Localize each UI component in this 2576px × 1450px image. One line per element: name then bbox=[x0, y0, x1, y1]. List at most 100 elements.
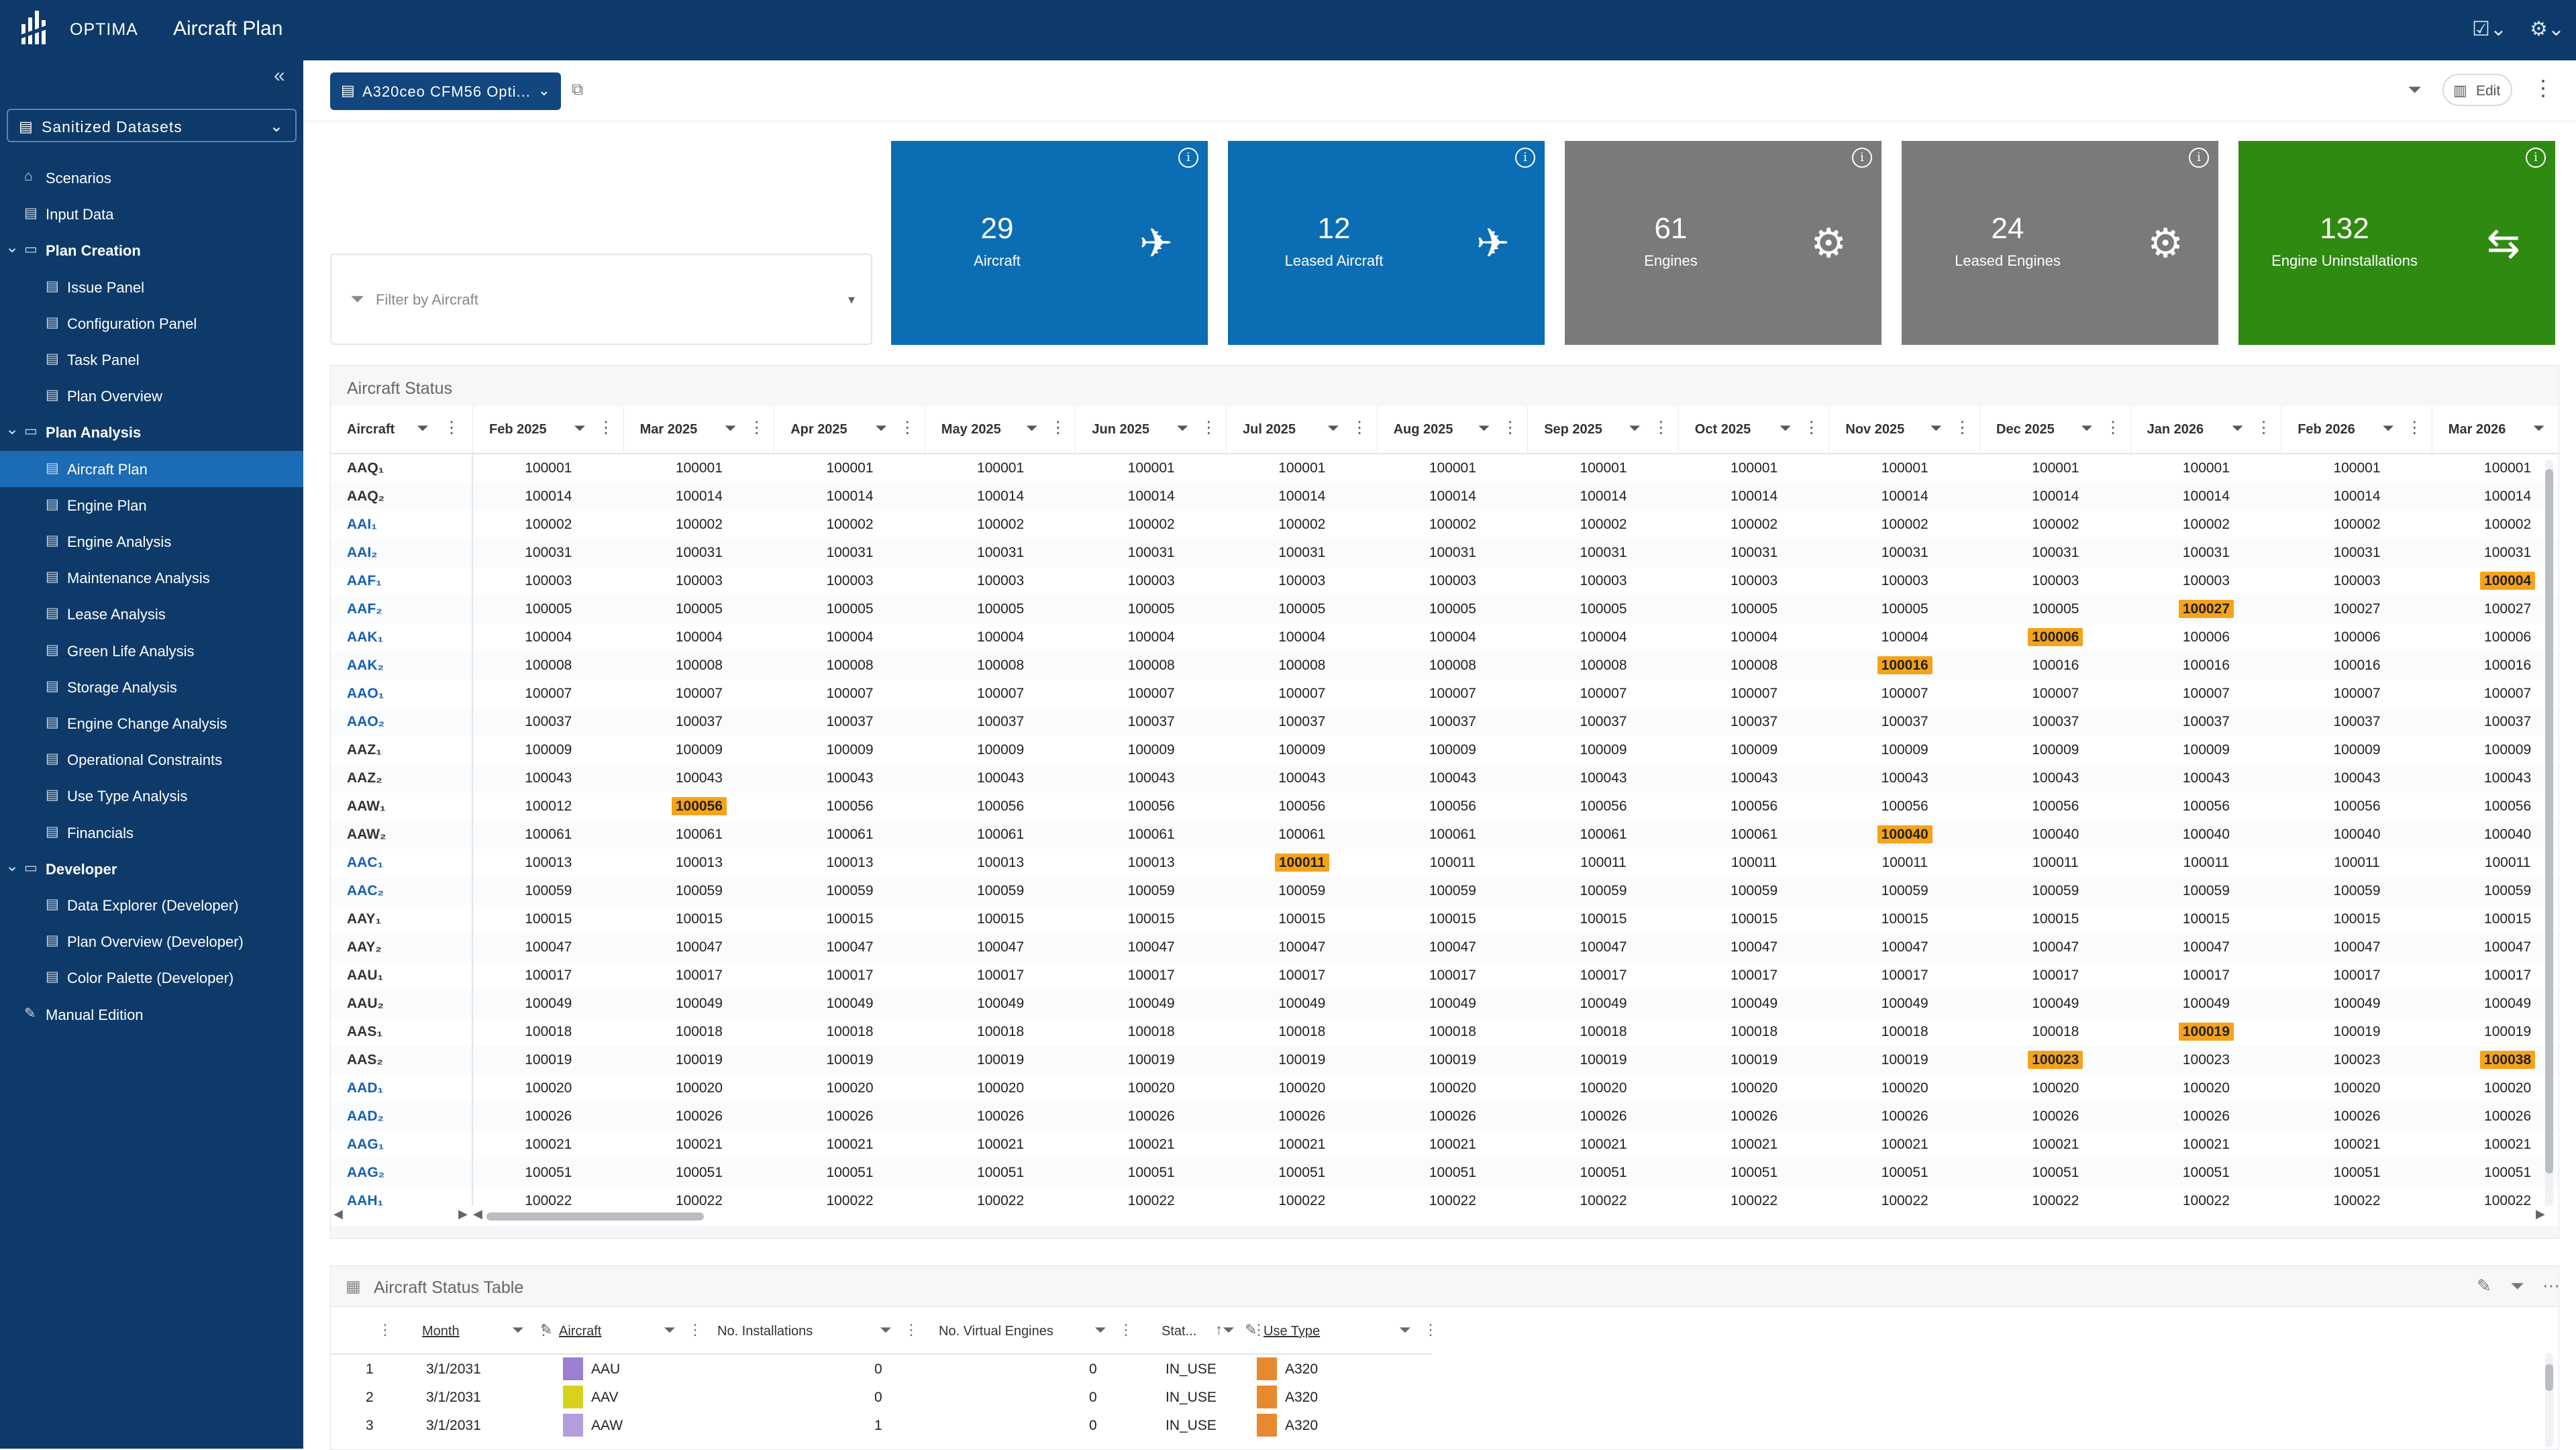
sidebar-item-plan-analysis[interactable]: ⌄ ▭ Plan Analysis bbox=[0, 414, 303, 450]
engine-cell[interactable]: 100056 bbox=[624, 792, 775, 821]
engine-cell[interactable]: 100061 bbox=[473, 821, 624, 849]
column-header-no-installations[interactable]: No. Installations bbox=[717, 1324, 813, 1339]
aircraft-cell[interactable]: AAK₁ bbox=[331, 623, 473, 652]
engine-cell[interactable]: 100002 bbox=[1679, 511, 1830, 539]
column-menu-icon[interactable]: ⋮ bbox=[1251, 1321, 1266, 1338]
engine-cell[interactable]: 100021 bbox=[1829, 1131, 1980, 1159]
engine-cell[interactable]: 100019 bbox=[1076, 1046, 1227, 1074]
filter-icon[interactable]: ⏷ bbox=[2081, 419, 2093, 436]
sidebar-item-green-life-analysis[interactable]: ▤ Green Life Analysis bbox=[0, 633, 303, 669]
column-header-month[interactable]: Sep 2025 ⏷ ⋮ bbox=[1528, 406, 1679, 453]
engine-cell[interactable]: 100047 bbox=[624, 933, 775, 962]
engine-cell[interactable]: 100011 bbox=[1980, 849, 2131, 877]
engine-cell[interactable]: 100020 bbox=[1528, 1074, 1679, 1102]
engine-cell[interactable]: 100005 bbox=[774, 595, 925, 623]
engine-cell[interactable]: 100031 bbox=[2281, 539, 2432, 567]
engine-cell[interactable]: 100059 bbox=[2432, 877, 2559, 905]
engine-cell[interactable]: 100014 bbox=[1378, 482, 1529, 511]
engine-cell[interactable]: 100007 bbox=[1076, 680, 1227, 708]
column-header-month[interactable]: Jun 2025 ⏷ ⋮ bbox=[1076, 406, 1227, 453]
engine-cell[interactable]: 100003 bbox=[473, 567, 624, 595]
filter-icon[interactable]: ⏷ bbox=[1930, 419, 1942, 436]
info-icon[interactable]: i bbox=[2189, 148, 2209, 168]
engine-cell[interactable]: 100007 bbox=[1829, 680, 1980, 708]
engine-cell[interactable]: 100061 bbox=[1679, 821, 1830, 849]
engine-cell[interactable]: 100056 bbox=[2432, 792, 2559, 821]
engine-cell[interactable]: 100019 bbox=[1378, 1046, 1529, 1074]
engine-cell[interactable]: 100022 bbox=[2131, 1187, 2282, 1215]
engine-cell[interactable]: 100014 bbox=[774, 482, 925, 511]
column-header-month[interactable]: May 2025 ⏷ ⋮ bbox=[925, 406, 1076, 453]
engine-cell[interactable]: 100003 bbox=[1528, 567, 1679, 595]
engine-cell[interactable]: 100037 bbox=[2432, 708, 2559, 736]
engine-cell[interactable]: 100006 bbox=[2131, 623, 2282, 652]
engine-cell[interactable]: 100011 bbox=[2131, 849, 2282, 877]
engine-cell[interactable]: 100022 bbox=[2281, 1187, 2432, 1215]
engine-cell[interactable]: 100037 bbox=[1227, 708, 1378, 736]
engine-cell[interactable]: 100051 bbox=[1679, 1159, 1830, 1187]
engine-cell[interactable]: 100021 bbox=[1679, 1131, 1830, 1159]
column-menu-icon[interactable]: ⋮ bbox=[1049, 419, 1066, 437]
column-header-stat[interactable]: Stat... bbox=[1162, 1324, 1197, 1339]
engine-cell[interactable]: 100051 bbox=[2131, 1159, 2282, 1187]
engine-cell[interactable]: 100026 bbox=[2281, 1102, 2432, 1131]
engine-cell[interactable]: 100007 bbox=[1679, 680, 1830, 708]
chevron-down-icon[interactable]: ⌄ bbox=[5, 420, 19, 439]
engine-cell[interactable]: 100014 bbox=[925, 482, 1076, 511]
engine-cell[interactable]: 100015 bbox=[1980, 905, 2131, 933]
engine-cell[interactable]: 100056 bbox=[1679, 792, 1830, 821]
engine-cell[interactable]: 100004 bbox=[1829, 623, 1980, 652]
engine-cell[interactable]: 100049 bbox=[1829, 990, 1980, 1018]
engine-cell[interactable]: 100001 bbox=[774, 454, 925, 482]
engine-cell[interactable]: 100002 bbox=[774, 511, 925, 539]
column-menu-icon[interactable]: ⋮ bbox=[598, 419, 614, 437]
info-icon[interactable]: i bbox=[1178, 148, 1198, 168]
column-menu-icon[interactable]: ⋮ bbox=[2255, 419, 2272, 437]
sidebar-item-maintenance-analysis[interactable]: ▤ Maintenance Analysis bbox=[0, 560, 303, 596]
scroll-left-icon[interactable]: ◀ bbox=[473, 1207, 482, 1221]
engine-cell[interactable]: 100007 bbox=[1227, 680, 1378, 708]
sidebar-item-manual-edition[interactable]: ✎ Manual Edition bbox=[0, 996, 303, 1033]
scrollbar-thumb[interactable] bbox=[2545, 469, 2553, 1174]
engine-cell[interactable]: 100021 bbox=[1227, 1131, 1378, 1159]
engine-cell[interactable]: 100001 bbox=[1679, 454, 1830, 482]
engine-cell[interactable]: 100059 bbox=[1076, 877, 1227, 905]
engine-cell[interactable]: 100018 bbox=[1829, 1018, 1980, 1046]
engine-cell[interactable]: 100026 bbox=[1528, 1102, 1679, 1131]
column-header-month[interactable]: Jul 2025 ⏷ ⋮ bbox=[1227, 406, 1378, 453]
engine-cell[interactable]: 100015 bbox=[1227, 905, 1378, 933]
filter-icon[interactable]: ↑⏷ bbox=[1215, 1321, 1235, 1338]
aircraft-cell[interactable]: AAD₁ bbox=[331, 1074, 473, 1102]
engine-cell[interactable]: 100056 bbox=[2281, 792, 2432, 821]
engine-cell[interactable]: 100037 bbox=[1528, 708, 1679, 736]
engine-cell[interactable]: 100026 bbox=[2131, 1102, 2282, 1131]
engine-cell[interactable]: 100049 bbox=[1227, 990, 1378, 1018]
engine-cell[interactable]: 100002 bbox=[925, 511, 1076, 539]
engine-cell[interactable]: 100047 bbox=[2131, 933, 2282, 962]
engine-cell[interactable]: 100008 bbox=[774, 652, 925, 680]
kpi-card-aircraft[interactable]: i 29 Aircraft ✈ bbox=[891, 141, 1208, 345]
kpi-card-engine-uninstallations[interactable]: i 132 Engine Uninstallations ⇆ bbox=[2238, 141, 2555, 345]
aircraft-cell[interactable]: AAF₂ bbox=[331, 595, 473, 623]
engine-cell[interactable]: 100019 bbox=[925, 1046, 1076, 1074]
engine-cell[interactable]: 100021 bbox=[1076, 1131, 1227, 1159]
engine-cell[interactable]: 100040 bbox=[2432, 821, 2559, 849]
engine-cell[interactable]: 100051 bbox=[1378, 1159, 1529, 1187]
engine-cell[interactable]: 100002 bbox=[1076, 511, 1227, 539]
sidebar-item-developer[interactable]: ⌄ ▭ Developer bbox=[0, 851, 303, 887]
engine-cell[interactable]: 100003 bbox=[2131, 567, 2282, 595]
engine-cell[interactable]: 100049 bbox=[774, 990, 925, 1018]
filter-icon[interactable]: ⏷ bbox=[2382, 419, 2394, 436]
engine-cell[interactable]: 100021 bbox=[1378, 1131, 1529, 1159]
engine-cell[interactable]: 100013 bbox=[473, 849, 624, 877]
engine-cell[interactable]: 100021 bbox=[1528, 1131, 1679, 1159]
engine-cell[interactable]: 100005 bbox=[1378, 595, 1529, 623]
aircraft-cell[interactable]: AAH₁ bbox=[331, 1187, 473, 1215]
engine-cell[interactable]: 100031 bbox=[1528, 539, 1679, 567]
sidebar-item-financials[interactable]: ▤ Financials bbox=[0, 815, 303, 851]
engine-cell[interactable]: 100059 bbox=[925, 877, 1076, 905]
optima-logo-icon[interactable] bbox=[17, 8, 56, 51]
engine-cell[interactable]: 100015 bbox=[2281, 905, 2432, 933]
kpi-card-leased-engines[interactable]: i 24 Leased Engines ⚙ bbox=[1902, 141, 2218, 345]
engine-cell[interactable]: 100022 bbox=[1980, 1187, 2131, 1215]
